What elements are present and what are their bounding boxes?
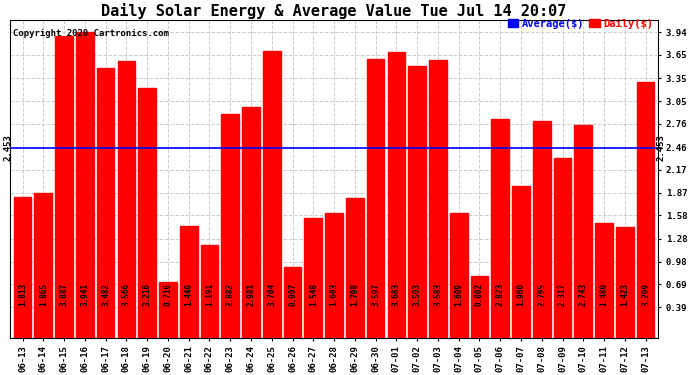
Text: 1.548: 1.548	[309, 283, 318, 306]
Bar	[637, 82, 654, 338]
Bar	[138, 88, 156, 338]
Text: 3.216: 3.216	[143, 283, 152, 306]
Text: 1.191: 1.191	[205, 283, 214, 306]
Text: 2.823: 2.823	[495, 283, 504, 306]
Bar	[533, 121, 551, 338]
Bar	[14, 197, 31, 338]
Text: 1.423: 1.423	[620, 283, 629, 306]
Text: 1.440: 1.440	[184, 283, 193, 306]
Text: 0.716: 0.716	[164, 283, 172, 306]
Text: 3.482: 3.482	[101, 283, 110, 306]
Text: 3.503: 3.503	[413, 283, 422, 306]
Bar	[117, 62, 135, 338]
Text: 2.981: 2.981	[246, 283, 255, 306]
Bar	[450, 213, 468, 338]
Bar	[159, 282, 177, 338]
Bar	[34, 193, 52, 338]
Text: Copyright 2020 Cartronics.com: Copyright 2020 Cartronics.com	[13, 30, 169, 39]
Bar	[595, 223, 613, 338]
Text: 2.453: 2.453	[656, 134, 665, 161]
Text: 2.795: 2.795	[538, 283, 546, 306]
Bar	[221, 114, 239, 338]
Bar	[512, 186, 530, 338]
Bar	[76, 32, 94, 338]
Text: 3.887: 3.887	[59, 283, 68, 306]
Bar	[367, 59, 384, 338]
Bar	[346, 198, 364, 338]
Text: 0.802: 0.802	[475, 283, 484, 306]
Bar	[325, 213, 343, 338]
Bar	[388, 52, 405, 338]
Text: 1.609: 1.609	[454, 283, 463, 306]
Bar	[263, 51, 281, 338]
Text: 1.865: 1.865	[39, 283, 48, 306]
Text: 1.960: 1.960	[517, 283, 526, 306]
Text: 3.566: 3.566	[122, 283, 131, 306]
Text: 3.704: 3.704	[267, 283, 276, 306]
Text: 1.480: 1.480	[600, 283, 609, 306]
Text: 0.907: 0.907	[288, 283, 297, 306]
Bar	[201, 245, 218, 338]
Text: 1.603: 1.603	[330, 283, 339, 306]
Text: 2.453: 2.453	[3, 134, 12, 161]
Title: Daily Solar Energy & Average Value Tue Jul 14 20:07: Daily Solar Energy & Average Value Tue J…	[101, 3, 566, 19]
Text: 1.798: 1.798	[351, 283, 359, 306]
Text: 2.743: 2.743	[579, 283, 588, 306]
Bar	[429, 60, 446, 338]
Bar	[304, 218, 322, 338]
Legend: Average($), Daily($): Average($), Daily($)	[508, 19, 653, 29]
Bar	[575, 125, 592, 338]
Bar	[284, 267, 302, 338]
Bar	[408, 66, 426, 338]
Bar	[553, 158, 571, 338]
Text: 2.882: 2.882	[226, 283, 235, 306]
Bar	[491, 119, 509, 338]
Bar	[616, 227, 633, 338]
Bar	[180, 226, 197, 338]
Text: 3.941: 3.941	[80, 283, 89, 306]
Text: 3.299: 3.299	[641, 283, 650, 306]
Text: 1.813: 1.813	[18, 283, 27, 306]
Bar	[242, 106, 260, 338]
Text: 3.583: 3.583	[433, 283, 442, 306]
Text: 2.317: 2.317	[558, 283, 567, 306]
Text: 3.683: 3.683	[392, 283, 401, 306]
Bar	[97, 68, 115, 338]
Bar	[471, 276, 489, 338]
Text: 3.597: 3.597	[371, 283, 380, 306]
Bar	[55, 36, 73, 338]
